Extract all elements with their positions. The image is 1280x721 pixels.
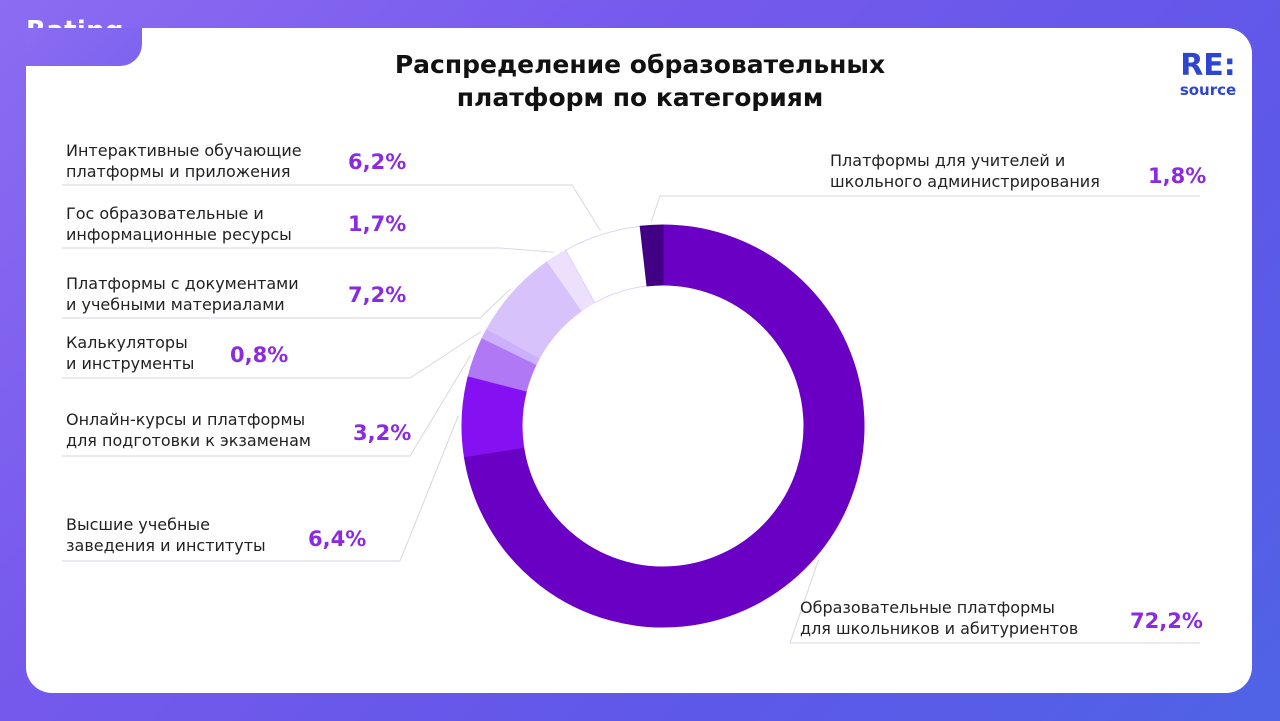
legend-label-line: Платформы с документами [66,274,299,293]
resource-logo: RE: source [1176,48,1240,99]
legend-label-line: для подготовки к экзаменам [66,431,311,450]
legend-value-teachers: 1,8% [1148,164,1207,188]
card-corner-notch [26,28,142,66]
legend-value-school-platforms: 72,2% [1130,609,1203,633]
leader-line-interactive [62,184,601,232]
legend-label-universities: Высшие учебные заведения и институты [66,514,266,556]
legend-label-line: Платформы для учителей и [830,151,1066,170]
legend-label-interactive: Интерактивные обучающие платформы и прил… [66,140,302,182]
legend-label-calculators: Калькуляторы и инструменты [66,332,194,374]
legend-value-calculators: 0,8% [230,343,289,367]
legend-label-line: школьного администрирования [830,172,1100,191]
legend-label-gov-resources: Гос образовательные и информационные рес… [66,203,292,245]
legend-label-line: платформы и приложения [66,162,291,181]
chart-title-line-1: Распределение образовательных [394,50,886,79]
chart-title-line-2: платформ по категориям [456,83,824,112]
chart-title: Распределение образовательных платформ п… [340,48,940,114]
logo-sub-text: source [1179,81,1237,99]
legend-label-teachers: Платформы для учителей и школьного админ… [830,150,1100,192]
donut-slice-teachers [639,224,664,287]
legend-value-universities: 6,4% [308,527,367,551]
legend-label-documents: Платформы с документами и учебными матер… [66,273,299,315]
legend-label-line: Образовательные платформы [800,598,1055,617]
leader-line-universities [62,415,459,562]
legend-label-line: Интерактивные обучающие [66,141,302,160]
legend-value-documents: 7,2% [348,283,407,307]
legend-label-online-courses: Онлайн-курсы и платформы для подготовки … [66,409,311,451]
legend-label-line: информационные ресурсы [66,225,292,244]
leader-line-documents [62,288,511,319]
legend-label-line: и инструменты [66,354,195,373]
legend-label-line: Калькуляторы [66,333,188,352]
legend-label-line: и учебными материалами [66,295,285,314]
legend-label-line: Гос образовательные и [66,204,264,223]
leader-line-teachers [650,195,1200,222]
legend-label-line: заведения и институты [66,536,266,555]
legend-label-line: Высшие учебные [66,515,210,534]
legend-label-school-platforms: Образовательные платформы для школьников… [800,597,1078,639]
legend-value-interactive: 6,2% [348,150,407,174]
legend-label-line: для школьников и абитуриентов [800,619,1079,638]
legend-value-gov-resources: 1,7% [348,212,407,236]
leader-line-calculators [62,331,482,379]
legend-value-online-courses: 3,2% [353,421,412,445]
donut-slice-school-platforms [463,224,865,628]
leader-line-gov-resources [62,247,555,253]
leader-line-school-platforms [789,559,1200,644]
legend-label-line: Онлайн-курсы и платформы [66,410,306,429]
leader-line-online-courses [62,355,472,457]
logo-main-text: RE: [1180,48,1236,83]
